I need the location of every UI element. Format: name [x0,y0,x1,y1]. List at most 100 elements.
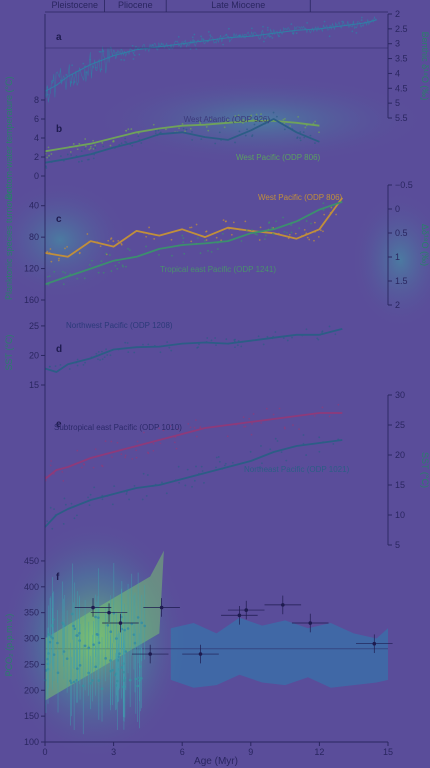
data-point [76,634,79,637]
data-dot [280,451,283,453]
data-dot [82,62,85,65]
data-point [95,633,99,636]
data-dot [286,231,288,234]
data-dot [145,494,148,497]
data-dot [268,222,270,224]
data-point [372,641,377,646]
data-dot [242,416,245,419]
y-tick-label: 8 [34,95,39,105]
data-dot [204,239,206,242]
data-dot [101,142,104,144]
data-dot [178,481,181,484]
data-dot [195,465,197,468]
data-dot [240,345,243,348]
data-dot [264,234,267,237]
data-dot [93,486,96,489]
data-dot [111,456,113,458]
data-dot [47,146,50,149]
data-dot [189,127,192,130]
data-dot [224,220,227,223]
data-dot [328,325,331,328]
data-point [73,627,76,631]
data-dot [49,248,52,250]
data-point [124,650,128,653]
data-dot [86,233,89,235]
data-dot [200,35,202,38]
data-dot [130,128,133,130]
data-dot [120,243,123,246]
data-point [92,643,95,646]
data-dot [89,493,92,496]
data-dot [302,131,305,134]
data-dot [157,129,160,132]
y-axis-label: Bottom-water temperature (°C) [4,76,14,199]
data-dot [218,131,221,134]
data-dot [268,118,270,120]
data-dot [187,422,190,425]
data-dot [289,125,292,127]
data-dot [255,113,258,116]
data-dot [238,130,241,133]
data-dot [53,270,56,273]
data-dot [195,435,198,438]
data-dot [200,465,203,468]
data-dot [265,407,268,410]
data-dot [141,498,144,501]
data-point [51,636,54,640]
data-dot [271,37,274,39]
data-dot [290,231,293,234]
data-dot [227,27,230,30]
data-dot [220,239,223,242]
data-point [139,677,143,680]
panel-f: f 100 150 200 250 300 350 400 450 PCO₂ (p.p.m.v.) [4,550,393,747]
data-dot [198,121,201,124]
data-dot [53,508,55,511]
data-dot [214,142,217,145]
highlight-glow [0,180,130,300]
data-dot [84,147,86,150]
data-dot [100,464,103,467]
data-dot [113,485,116,488]
x-tick-label: 12 [314,747,324,757]
series-line [44,118,320,164]
y-tick-label: 4 [34,133,39,143]
data-point [106,623,110,627]
panel-letter: a [56,32,62,43]
data-dot [184,130,186,133]
data-dot [78,252,81,255]
data-dot [145,235,148,238]
data-dot [216,248,219,250]
data-dot [251,229,253,231]
data-point [109,630,113,634]
data-point [56,641,59,645]
data-dot [124,140,127,143]
y-axis-label: SST (°C) [420,452,430,488]
data-dot [201,470,204,472]
data-dot [285,459,288,462]
data-dot [198,343,200,346]
data-dot [98,50,101,53]
data-dot [266,29,269,31]
data-dot [83,277,86,280]
data-dot [120,58,123,61]
data-point [87,646,91,650]
y-tick-label: 0.5 [395,228,408,238]
data-dot [288,233,291,236]
data-dot [48,157,51,159]
data-dot [299,139,302,142]
data-dot [111,503,114,506]
data-dot [334,333,337,336]
data-dot [282,337,285,340]
data-dot [233,339,236,341]
data-dot [80,466,83,469]
data-point [70,612,74,616]
data-point [104,657,107,660]
y-tick-label: 80 [29,232,39,242]
data-dot [292,424,294,426]
data-dot [275,220,277,223]
data-dot [269,448,272,451]
data-dot [189,426,192,429]
data-dot [322,202,325,205]
data-dot [137,132,140,135]
data-dot [310,222,312,225]
